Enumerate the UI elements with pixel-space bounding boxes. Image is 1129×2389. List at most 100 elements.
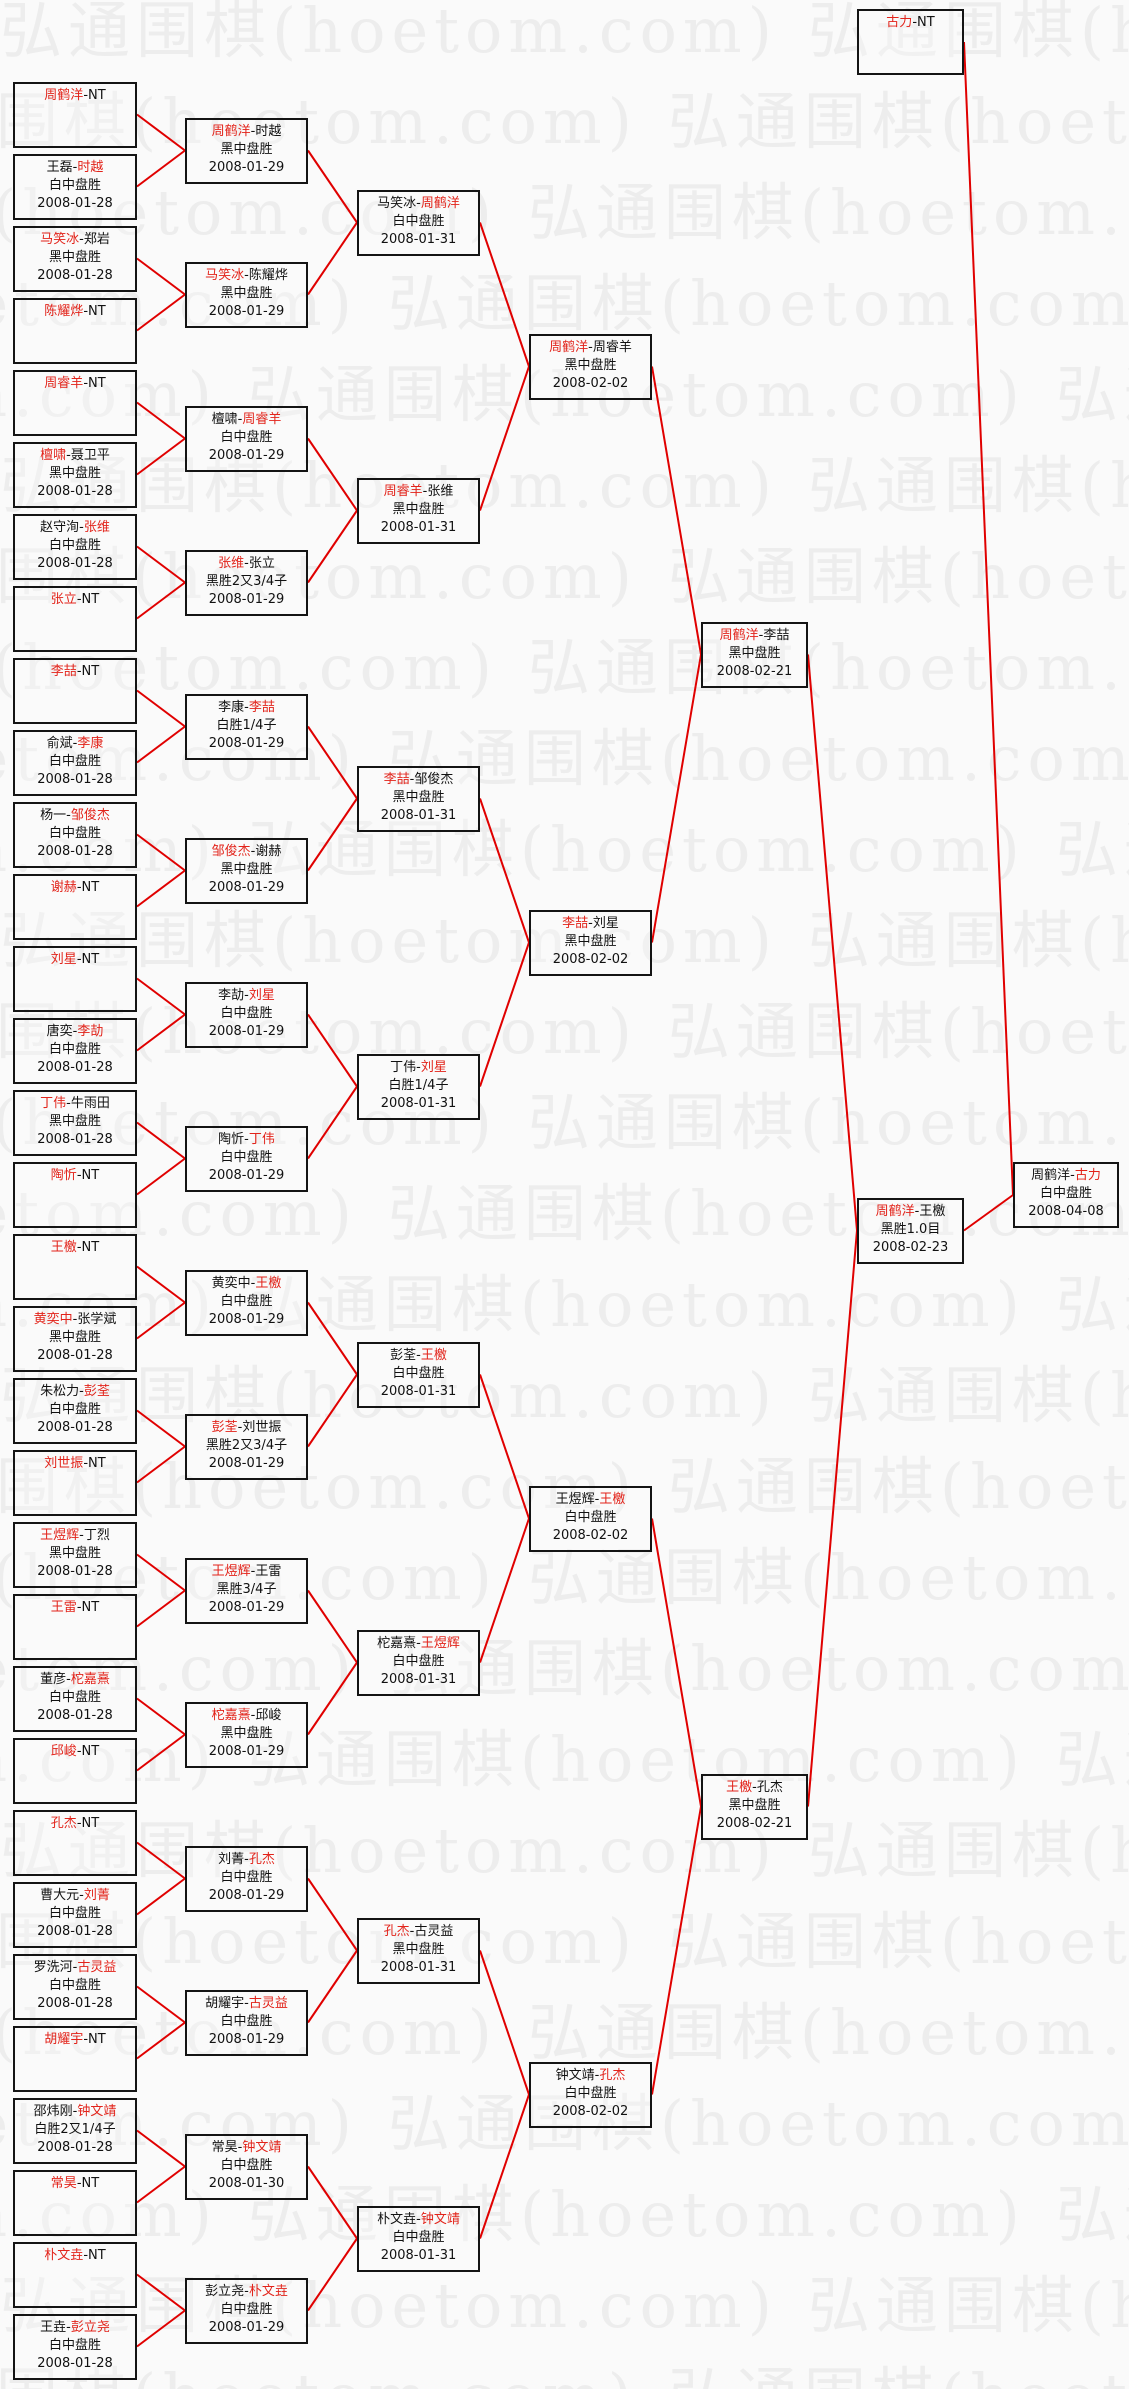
player-1: 檀啸	[211, 411, 238, 427]
matchup: 孔杰-古灵益	[359, 1923, 478, 1941]
match-box-round-1[interactable]: 马笑冰-郑岩 黑中盘胜 2008-01-28	[13, 225, 137, 292]
match-box-round-1[interactable]: 王雷-NT	[13, 1593, 137, 1660]
match-box-round-3[interactable]: 李喆-邹俊杰 黑中盘胜 2008-01-31	[357, 765, 480, 832]
match-box-round-2[interactable]: 胡耀宇-古灵益 白中盘胜 2008-01-29	[185, 1989, 308, 2056]
player-1: 朴文垚	[377, 2211, 417, 2227]
match-box-round-1[interactable]: 檀啸-聂卫平 黑中盘胜 2008-01-28	[13, 441, 137, 508]
game-result: 白中盘胜	[48, 1689, 101, 1705]
match-box-round-2[interactable]: 李劼-刘星 白中盘胜 2008-01-29	[185, 981, 308, 1048]
seed-box[interactable]: 古力-NT	[857, 9, 964, 75]
game-date	[15, 123, 135, 141]
match-box-round-1[interactable]: 董彦-柁嘉熹 白中盘胜 2008-01-28	[13, 1665, 137, 1732]
match-box-round-1[interactable]: 朱松力-彭荃 白中盘胜 2008-01-28	[13, 1377, 137, 1444]
match-box-round-3[interactable]: 周睿羊-张维 黑中盘胜 2008-01-31	[357, 477, 480, 544]
watermark-text: 弘通围棋(hoetom.com)	[0, 267, 358, 340]
connector-line	[136, 149, 186, 188]
player-1: 孔杰	[383, 1923, 410, 1939]
match-box-round-1[interactable]: 刘星-NT	[13, 945, 137, 1012]
match-box-round-2[interactable]: 彭荃-刘世振 黑胜2又3/4子 2008-01-29	[185, 1413, 308, 1480]
match-box-round-1[interactable]: 赵守洵-张维 白中盘胜 2008-01-28	[13, 513, 137, 580]
watermark-text: 弘通围棋(hoetom.com)	[807, 449, 1129, 522]
match-box-round-2[interactable]: 檀啸-周睿羊 白中盘胜 2008-01-29	[185, 405, 308, 472]
match-box-round-3[interactable]: 马笑冰-周鹤洋 白中盘胜 2008-01-31	[357, 189, 480, 256]
match-box-round-1[interactable]: 谢赫-NT	[13, 873, 137, 940]
match-box-round-1[interactable]: 邱峻-NT	[13, 1737, 137, 1804]
game-date: 2008-01-28	[37, 1131, 113, 1147]
match-box-round-3[interactable]: 柁嘉熹-王煜辉 白中盘胜 2008-01-31	[357, 1629, 480, 1696]
watermark-row: 弘通围棋(hoetom.com)弘通围棋(hoetom.com)弘通围棋(hoe…	[0, 253, 1129, 343]
game-date: 2008-01-29	[208, 2031, 285, 2047]
match-box-round-1[interactable]: 朴文垚-NT	[13, 2241, 137, 2308]
match-box-round-1[interactable]: 王煜辉-丁烈 黑中盘胜 2008-01-28	[13, 1521, 137, 1588]
match-box-round-3[interactable]: 丁伟-刘星 白胜1/4子 2008-01-31	[357, 1053, 480, 1120]
match-box-round-2[interactable]: 邹俊杰-谢赫 黑中盘胜 2008-01-29	[185, 837, 308, 904]
matchup: 邹俊杰-谢赫	[187, 843, 306, 861]
game-result: 白中盘胜	[220, 1005, 273, 1021]
match-box-round-1[interactable]: 李喆-NT	[13, 657, 137, 724]
watermark-text: 弘通围棋(hoetom.com)	[0, 2178, 218, 2251]
match-box-round-2[interactable]: 黄奕中-王檄 白中盘胜 2008-01-29	[185, 1269, 308, 1336]
connector-line	[136, 1013, 186, 1052]
match-box-round-1[interactable]: 黄奕中-张学斌 黑中盘胜 2008-01-28	[13, 1305, 137, 1372]
match-box-round-1[interactable]: 丁伟-牛雨田 黑中盘胜 2008-01-28	[13, 1089, 137, 1156]
match-box-round-5[interactable]: 周鹤洋-李喆 黑中盘胜 2008-02-21	[701, 621, 808, 688]
player-2: 李喆	[763, 627, 790, 643]
game-date: 2008-01-29	[208, 591, 285, 607]
match-box-round-1[interactable]: 王磊-时越 白中盘胜 2008-01-28	[13, 153, 137, 220]
match-box-round-2[interactable]: 柁嘉熹-邱峻 黑中盘胜 2008-01-29	[185, 1701, 308, 1768]
match-box-round-1[interactable]: 胡耀宇-NT	[13, 2025, 137, 2092]
match-box-round-2[interactable]: 马笑冰-陈耀烨 黑中盘胜 2008-01-29	[185, 261, 308, 328]
game-date	[15, 339, 135, 357]
match-box-round-1[interactable]: 曹大元-刘菁 白中盘胜 2008-01-28	[13, 1881, 137, 1948]
match-box-round-1[interactable]: 杨一-邹俊杰 白中盘胜 2008-01-28	[13, 801, 137, 868]
connector-line	[307, 1373, 358, 1448]
match-box-round-4[interactable]: 李喆-刘星 黑中盘胜 2008-02-02	[529, 909, 652, 976]
separator: -	[416, 2211, 421, 2227]
player-2: 彭立尧	[70, 2319, 110, 2335]
match-box-round-1[interactable]: 邵炜刚-钟文靖 白胜2又1/4子 2008-01-28	[13, 2097, 137, 2164]
match-box-round-5[interactable]: 王檄-孔杰 黑中盘胜 2008-02-21	[701, 1773, 808, 1840]
matchup: 周睿羊-NT	[15, 375, 135, 393]
match-box-round-4[interactable]: 钟文靖-孔杰 白中盘胜 2008-02-02	[529, 2061, 652, 2128]
match-box-round-2[interactable]: 王煜辉-王雷 黑胜3/4子 2008-01-29	[185, 1557, 308, 1624]
matchup: 周鹤洋-王檄	[859, 1203, 962, 1221]
separator: -	[72, 1023, 78, 1039]
match-box-round-1[interactable]: 唐奕-李劼 白中盘胜 2008-01-28	[13, 1017, 137, 1084]
match-box-round-2[interactable]: 刘菁-孔杰 白中盘胜 2008-01-29	[185, 1845, 308, 1912]
match-box-round-2[interactable]: 常昊-钟文靖 白中盘胜 2008-01-30	[185, 2133, 308, 2200]
game-date: 2008-01-30	[208, 2175, 285, 2191]
match-box-round-1[interactable]: 张立-NT	[13, 585, 137, 652]
match-box-round-2[interactable]: 陶忻-丁伟 白中盘胜 2008-01-29	[185, 1125, 308, 1192]
match-box-round-1[interactable]: 陈耀烨-NT	[13, 297, 137, 364]
final-match-box[interactable]: 周鹤洋-古力 白中盘胜 2008-04-08	[1013, 1162, 1119, 1228]
match-box-round-4[interactable]: 王煜辉-王檄 白中盘胜 2008-02-02	[529, 1485, 652, 1552]
game-result	[15, 1833, 135, 1851]
match-box-round-2[interactable]: 李康-李喆 白胜1/4子 2008-01-29	[185, 693, 308, 760]
match-box-round-3[interactable]: 彭荃-王檄 白中盘胜 2008-01-31	[357, 1341, 480, 1408]
matchup: 黄奕中-王檄	[187, 1275, 306, 1293]
match-box-round-2[interactable]: 张维-张立 黑胜2又3/4子 2008-01-29	[185, 549, 308, 616]
match-box-round-1[interactable]: 周睿羊-NT	[13, 369, 137, 436]
match-box-round-1[interactable]: 刘世振-NT	[13, 1449, 137, 1516]
game-result: 黑中盘胜	[728, 1797, 781, 1813]
match-box-round-1[interactable]: 王垚-彭立尧 白中盘胜 2008-01-28	[13, 2313, 137, 2380]
connector-line	[136, 2129, 186, 2168]
separator: -	[79, 1383, 84, 1399]
match-box-round-3[interactable]: 孔杰-古灵益 黑中盘胜 2008-01-31	[357, 1917, 480, 1984]
match-box-round-1[interactable]: 王檄-NT	[13, 1233, 137, 1300]
match-box-round-3[interactable]: 朴文垚-钟文靖 白中盘胜 2008-01-31	[357, 2205, 480, 2272]
watermark-text: 弘通围棋(hoetom.com)	[0, 904, 778, 977]
match-box-round-1[interactable]: 罗洗河-古灵益 白中盘胜 2008-01-28	[13, 1953, 137, 2020]
match-box-round-6[interactable]: 周鹤洋-王檄 黑胜1.0目 2008-02-23	[857, 1197, 964, 1264]
match-box-round-1[interactable]: 孔杰-NT	[13, 1809, 137, 1876]
match-box-round-4[interactable]: 周鹤洋-周睿羊 黑中盘胜 2008-02-02	[529, 333, 652, 400]
match-box-round-1[interactable]: 常昊-NT	[13, 2169, 137, 2236]
match-box-round-1[interactable]: 周鹤洋-NT	[13, 81, 137, 148]
match-box-round-1[interactable]: 俞斌-李康 白中盘胜 2008-01-28	[13, 729, 137, 796]
game-date	[15, 627, 135, 645]
match-box-round-2[interactable]: 彭立尧-朴文垚 白中盘胜 2008-01-29	[185, 2277, 308, 2344]
match-box-round-1[interactable]: 陶忻-NT	[13, 1161, 137, 1228]
matchup: 唐奕-李劼	[15, 1023, 135, 1041]
connector-line	[307, 2165, 358, 2240]
match-box-round-2[interactable]: 周鹤洋-时越 黑中盘胜 2008-01-29	[185, 117, 308, 184]
